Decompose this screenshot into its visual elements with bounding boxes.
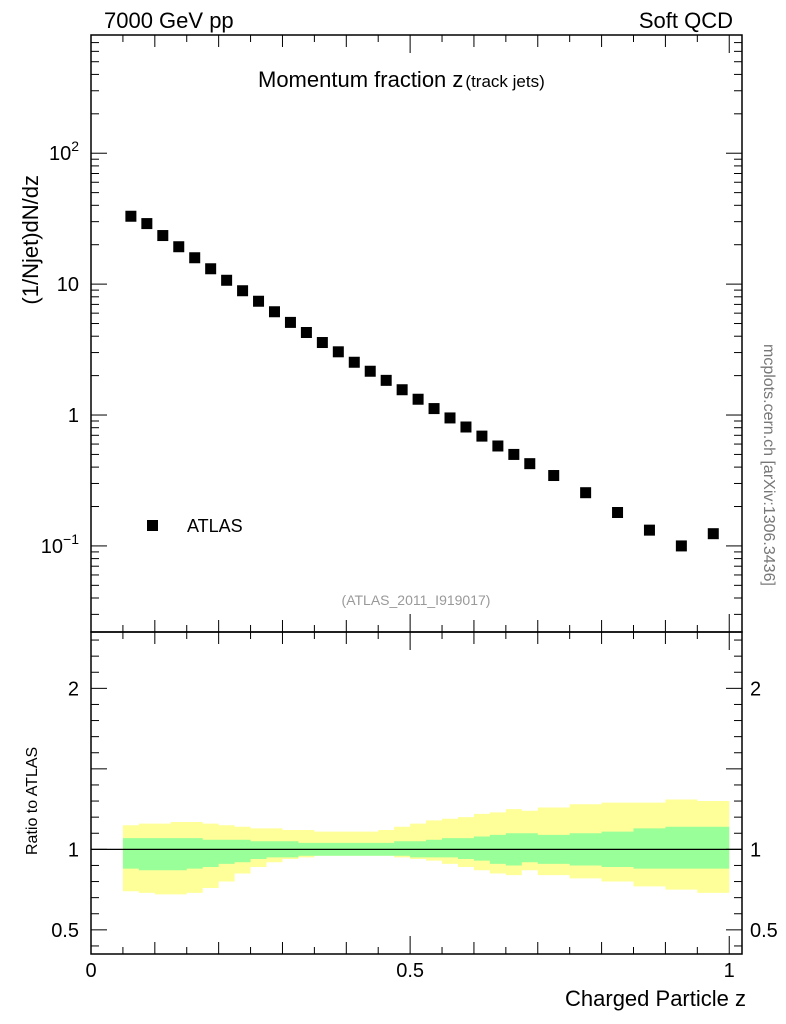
ratio-y-tick-label-right: 0.5	[750, 920, 778, 942]
data-point	[332, 346, 344, 358]
data-point	[412, 393, 424, 405]
ratio-plot-frame	[90, 631, 743, 955]
data-point	[476, 430, 488, 442]
y-axis-label: (1/Njet)dN/dz	[18, 175, 43, 305]
data-point	[396, 384, 408, 396]
data-point	[380, 374, 392, 386]
data-point	[268, 306, 280, 318]
data-point	[300, 326, 312, 338]
y-tick-label: 10−1	[41, 531, 79, 558]
legend-marker	[147, 520, 158, 531]
data-point	[548, 470, 560, 482]
data-point	[284, 316, 296, 328]
x-tick-label: 0.5	[396, 960, 424, 982]
data-point	[675, 540, 687, 552]
data-point	[221, 274, 233, 286]
ratio-y-tick-label: 2	[68, 678, 79, 700]
data-point	[460, 421, 472, 433]
data-point	[173, 241, 185, 253]
watermark: mcplots.cern.ch [arXiv:1306.3436]	[760, 344, 777, 586]
ratio-y-axis-label: Ratio to ATLAS	[24, 747, 41, 855]
ratio-y-tick-label: 0.5	[51, 920, 79, 942]
data-point	[157, 230, 169, 242]
legend-label-atlas: ATLAS	[187, 516, 243, 536]
data-point	[428, 403, 440, 415]
ratio-plot-panel: 2 2 1 1 0.5 0.5 0 0.5 1 Ratio to ATLAS Charged P…	[24, 631, 778, 1011]
header-right: Soft QCD	[639, 8, 733, 33]
data-point	[141, 218, 153, 230]
data-point	[205, 263, 217, 275]
ratio-y-tick-label-right: 2	[750, 678, 761, 700]
data-point	[189, 252, 201, 264]
x-axis-label: Charged Particle z	[565, 986, 746, 1011]
data-point	[348, 356, 360, 368]
x-tick-label: 1	[724, 960, 735, 982]
data-point	[580, 487, 592, 499]
y-tick-label: 1	[68, 405, 79, 427]
data-point	[492, 440, 504, 452]
data-point	[508, 448, 520, 460]
data-point	[643, 524, 655, 536]
data-point	[444, 412, 456, 424]
main-plot-frame	[90, 34, 743, 633]
data-point	[364, 365, 376, 377]
header-left: 7000 GeV pp	[104, 8, 234, 33]
y-tick-label: 102	[49, 138, 79, 165]
stat-uncertainty-band	[122, 826, 730, 871]
ratio-y-tick-label-right: 1	[750, 839, 761, 861]
main-plot-panel: 102 10 1 10−1 Momentum fraction z (track jet…	[18, 34, 743, 633]
data-point	[237, 285, 249, 297]
data-point	[125, 210, 137, 222]
data-point	[707, 528, 719, 540]
data-point	[612, 507, 624, 519]
x-tick-label: 0	[85, 960, 96, 982]
data-point	[524, 458, 536, 470]
data-point	[316, 337, 328, 349]
ratio-y-tick-label: 1	[68, 839, 79, 861]
plot-title: Momentum fraction z (track jets)	[258, 67, 545, 92]
y-tick-label: 10	[57, 274, 79, 296]
analysis-label: (ATLAS_2011_I919017)	[342, 592, 491, 608]
data-point	[253, 295, 265, 307]
